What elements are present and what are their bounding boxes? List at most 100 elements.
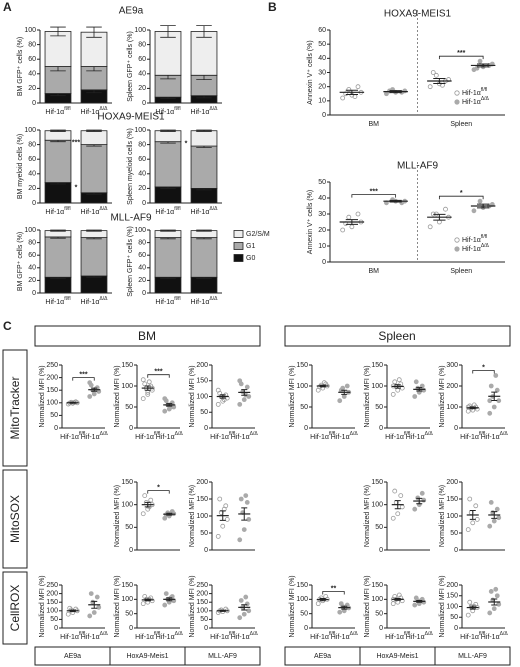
sem-bar [394,597,401,601]
x-tick-label-base: Hif-1α [191,109,210,116]
sem-bar [477,203,490,209]
data-point [465,527,471,532]
y-tick-label: 100 [196,513,208,520]
x-tick-label: Hif-1αfl/fl [310,631,335,641]
bar-segment [80,144,108,194]
y-tick-label: 20 [138,185,146,192]
data-point [215,534,221,539]
y-tick-label: 50 [300,404,308,411]
bottom-label: HoxA9-Meis1 [126,653,168,660]
y-tick-label: 50 [125,404,133,411]
panel-title: MLL-AF9 [110,213,152,224]
y-tick-label: 10 [318,98,326,105]
y-tick-label: 0 [454,625,458,632]
data-point [412,602,418,608]
y-tick-label: 20 [28,85,36,92]
x-tick-label: Hif-1αΔ/Δ [331,631,359,641]
x-tick-label-base: Hif-1α [155,299,174,306]
x-tick-label-sup: Δ/Δ [100,631,109,637]
bar-segment [154,276,182,294]
bar-segment [190,145,218,189]
y-tick-label: 20 [28,277,36,284]
x-tick-label: Hif-1αfl/fl [210,431,235,441]
data-point [246,608,252,614]
legend-swatch [233,242,244,250]
x-tick-label-sup: Δ/Δ [99,296,108,302]
y-tick-label: 40 [138,171,146,178]
x-tick-label-sup: Δ/Δ [99,106,108,112]
y-tick-label: 0 [32,100,36,107]
data-point [355,84,361,90]
row-header: MitoTracker [8,377,22,440]
sem-bar [345,89,358,95]
x-tick-label-sup: Δ/Δ [500,431,509,437]
sem-bar [416,387,423,392]
data-point [344,383,350,389]
bar-segment [190,187,218,204]
x-tick-label-sup: fl/fl [174,296,180,302]
y-tick-label: 50 [200,616,208,623]
data-point [217,496,223,502]
data-point [88,591,94,596]
legend-label-sup: fl/fl [481,87,487,93]
x-tick-label-sup: fl/fl [404,631,410,637]
y-axis-label: Normalized MFI (%) [289,365,296,427]
y-tick-label: 0 [142,100,146,107]
data-point [412,394,418,399]
y-tick-label: 50 [125,611,133,618]
sem-bar [144,385,151,391]
y-tick-label: 100 [46,400,58,407]
significance-bracket [147,374,170,378]
y-axis-label: Normalized MFI (%) [114,575,121,637]
x-tick-label-base: Hif-1α [135,434,154,441]
x-tick-label-base: Hif-1α [81,109,100,116]
data-point [487,410,493,416]
x-tick-label-base: Hif-1α [45,209,64,216]
data-point [91,610,97,615]
data-point [395,387,401,393]
panel-title: AE9a [119,6,144,17]
legend-label: Hif-1αΔ/Δ [462,96,490,106]
y-tick-label: 0 [32,200,36,207]
data-point [491,606,497,612]
sem-bar [345,219,358,225]
x-tick-label-base: Hif-1α [155,209,174,216]
data-point [338,601,344,607]
data-point [142,381,148,387]
x-tick-label: Hif-1αΔ/Δ [406,431,434,441]
significance: * [75,185,78,192]
y-tick-label: 0 [142,200,146,207]
x-tick-label-base: Hif-1α [60,634,79,641]
x-tick-label-base: Hif-1α [481,634,500,641]
sem-bar [433,213,446,221]
legend-label-sup: Δ/Δ [481,96,490,102]
sem-bar [144,598,151,602]
panel-letter: A [3,0,12,14]
data-point [496,398,502,404]
x-tick-label-sup: Δ/Δ [425,431,434,437]
significance: * [185,141,188,148]
x-tick-label-base: Hif-1α [210,434,229,441]
legend-label-base: Hif-1α [462,90,481,97]
x-tick-label: Hif-1αΔ/Δ [81,296,109,306]
data-point [413,379,419,385]
data-point [346,87,352,92]
x-tick-label: BM [369,268,380,275]
y-tick-label: 200 [196,362,208,369]
bar-segment [154,237,182,278]
x-tick-label-base: Hif-1α [385,634,404,641]
y-tick-label: 20 [138,277,146,284]
y-axis-label: BM myeloid cells (%) [17,134,24,199]
data-point [162,408,168,414]
y-tick-label: 40 [28,71,36,78]
bar-segment [190,237,218,278]
significance: *** [154,369,162,376]
panel-title: HOXA9-MEIS1 [97,112,165,123]
legend-marker [454,246,460,252]
x-tick-label: Spleen [450,268,472,275]
y-tick-label: 50 [50,412,58,419]
y-tick-label: 0 [142,290,146,297]
bar-segment [190,130,218,147]
sem-bar [241,507,248,521]
bar-segment [154,130,182,143]
